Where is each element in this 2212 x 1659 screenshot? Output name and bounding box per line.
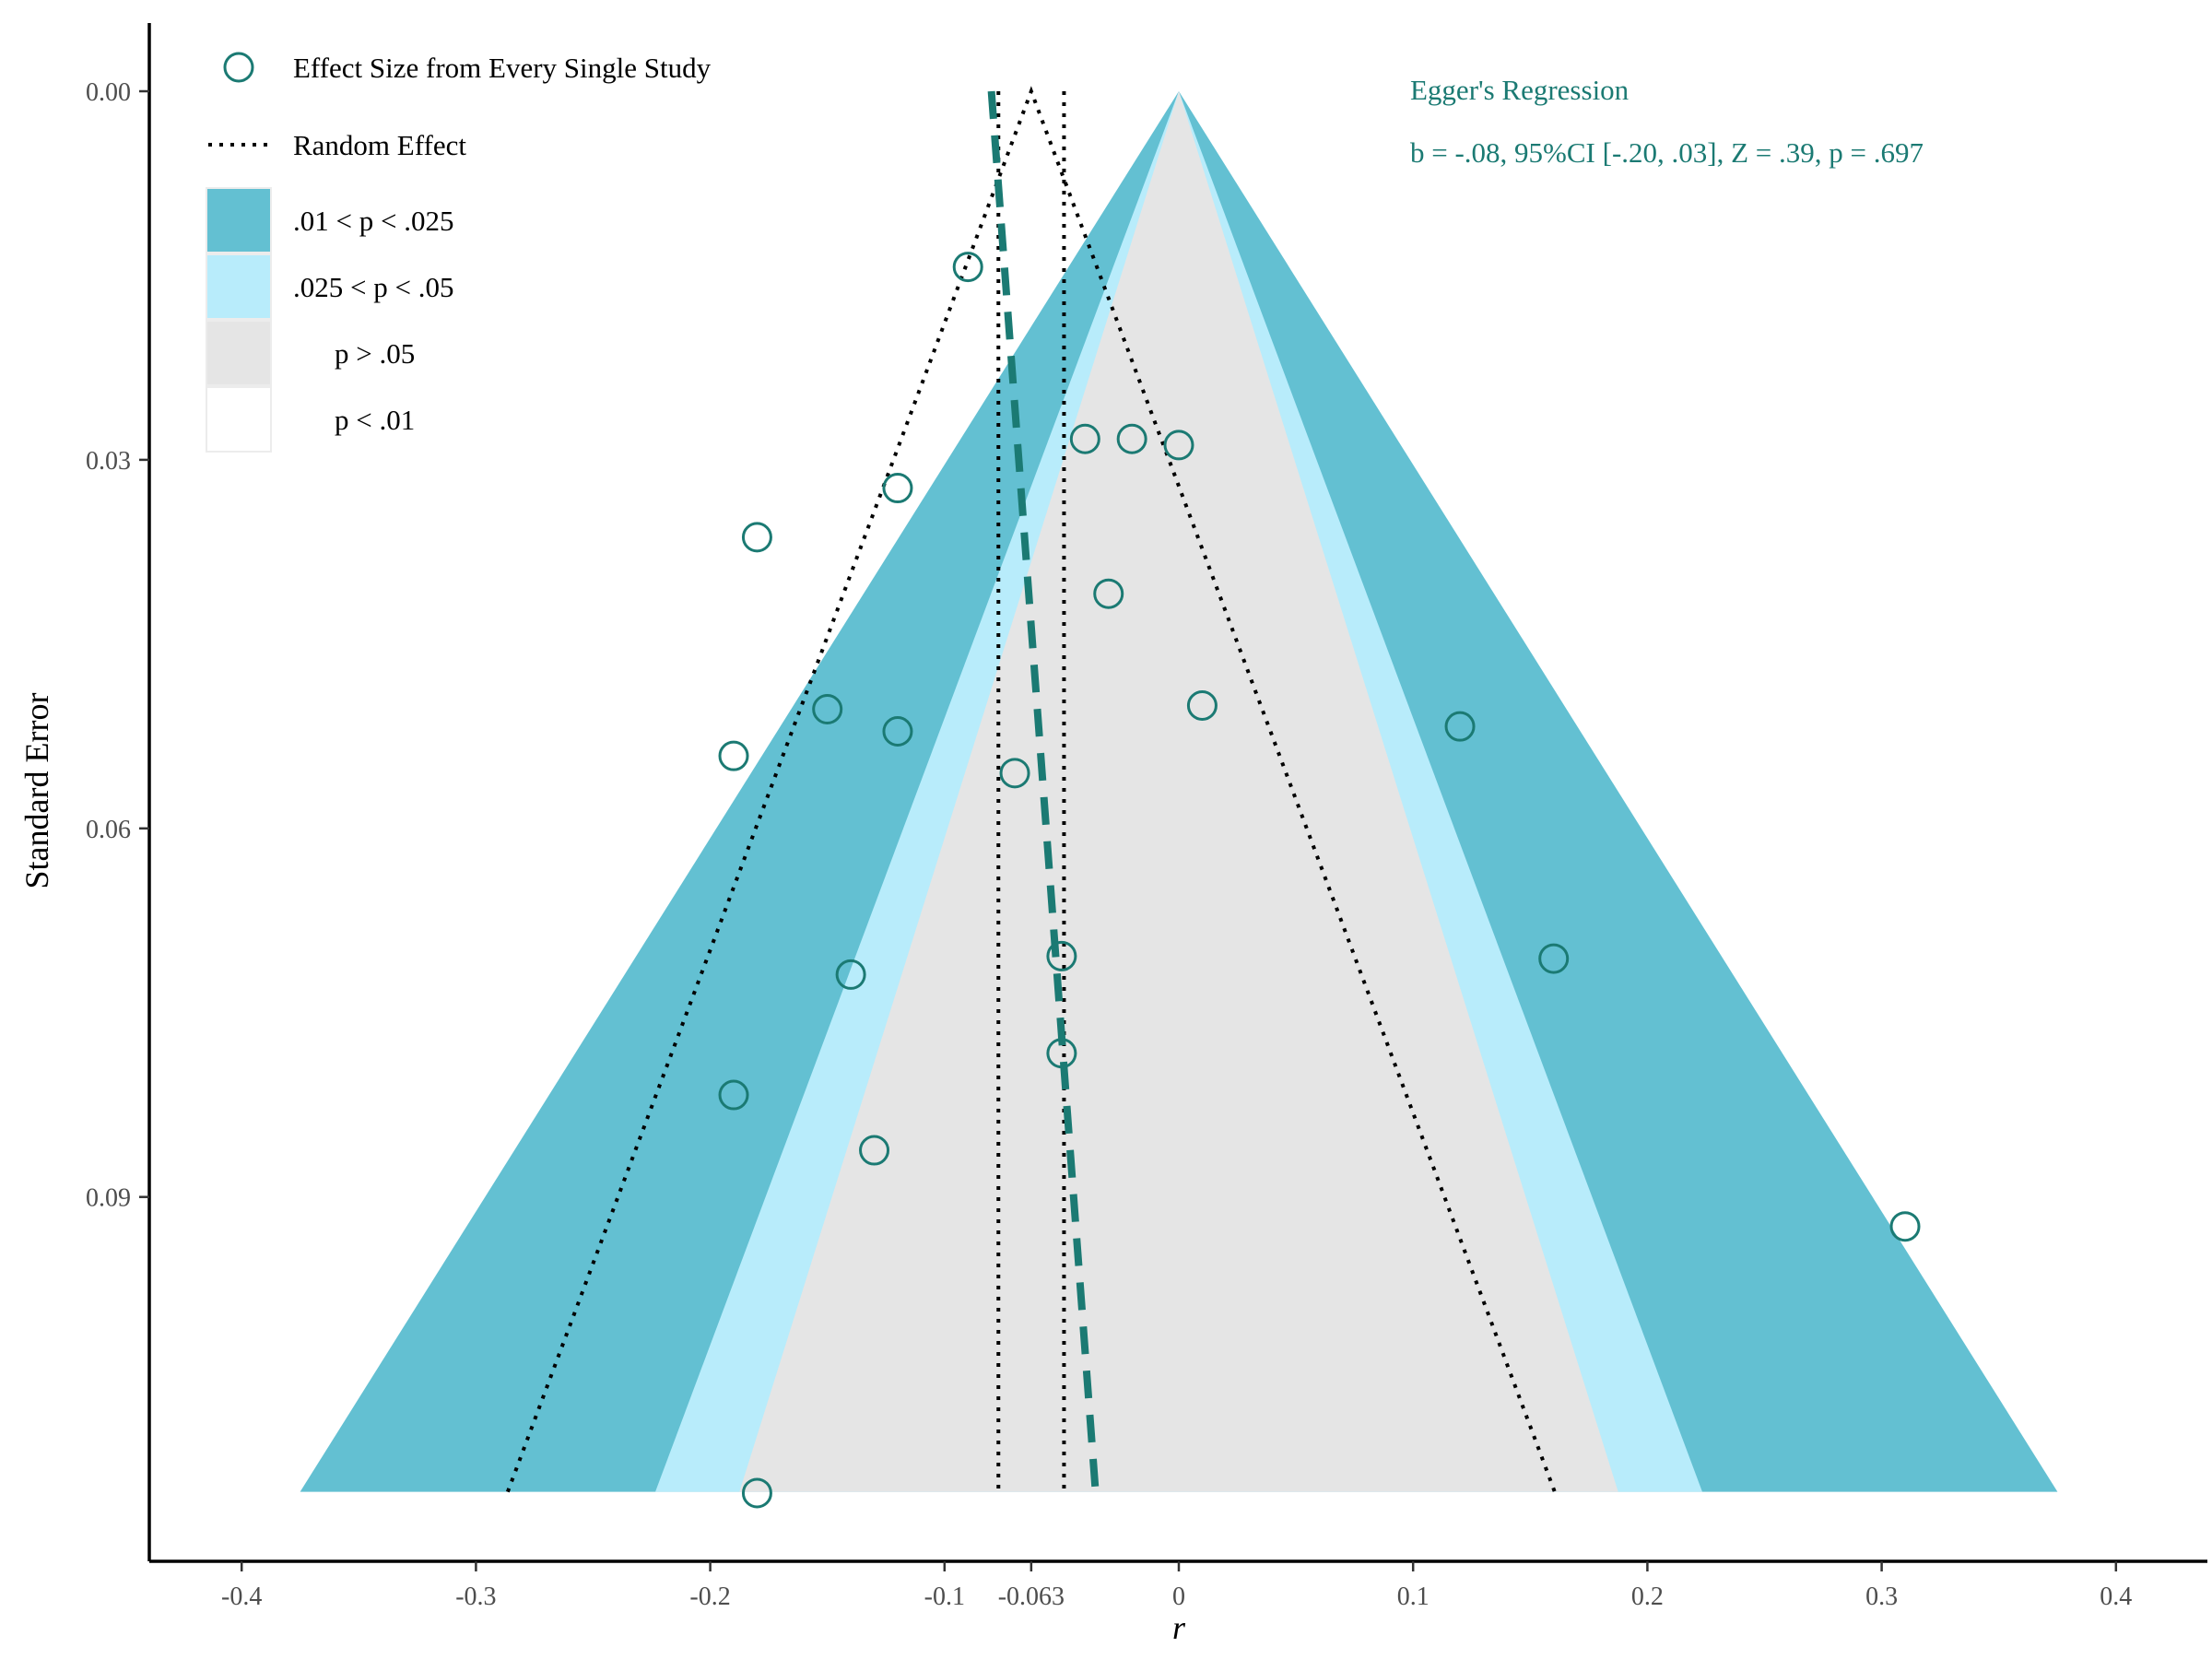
- legend-swatch-label-2: p > .05: [335, 337, 415, 370]
- study-point-17: [718, 1079, 749, 1111]
- legend-point-label: Effect Size from Every Single Study: [293, 52, 712, 84]
- y-tick-label-2: 0.06: [86, 816, 131, 844]
- x-tick-label-0: -0.4: [221, 1583, 262, 1611]
- legend-swatch-label-0: .01 < p < .025: [293, 205, 453, 237]
- y-tick-label-3: 0.09: [86, 1184, 131, 1213]
- study-point-20: [741, 1477, 772, 1509]
- y-tick-label-0: 0.00: [86, 78, 131, 107]
- study-point-9: [882, 715, 913, 747]
- study-point-5: [741, 522, 772, 553]
- study-point-12: [999, 758, 1030, 789]
- random-effect-funnel-line: [505, 86, 1557, 1493]
- axes: -0.4 -0.3 -0.2 -0.1 -0.063 0 0.1 0.2 0.3 0.4 0.00 0…: [86, 23, 2207, 1611]
- study-point-19: [1889, 1211, 1921, 1242]
- legend-point-symbol: [223, 52, 254, 83]
- study-point-15: [835, 959, 866, 990]
- legend-swatch-2: [206, 320, 272, 386]
- study-point-6: [1093, 578, 1124, 609]
- study-point-1: [1069, 423, 1100, 454]
- study-point-8: [1186, 690, 1218, 721]
- contour-region-2: [739, 91, 1618, 1492]
- egger-stats: b = -.08, 95%CI [-.20, .03], Z = .39, p …: [1410, 136, 1924, 169]
- egger-regression-line: [987, 90, 1100, 1492]
- legend-swatch-label-1: .025 < p < .05: [293, 271, 453, 303]
- study-point-7: [812, 693, 843, 724]
- x-tick-label-4: -0.063: [998, 1583, 1065, 1611]
- study-points: [718, 252, 1921, 1509]
- egger-line-group: [987, 90, 1100, 1492]
- legend-swatch-0: [206, 187, 272, 253]
- significance-contours: [300, 91, 2058, 1492]
- study-point-16: [1046, 1038, 1077, 1069]
- study-point-3: [1163, 429, 1194, 461]
- study-point-18: [859, 1135, 890, 1166]
- legend: Effect Size from Every Single Study Rando…: [206, 52, 712, 453]
- legend-line-label: Random Effect: [293, 129, 466, 161]
- egger-annotation: Egger's Regression b = -.08, 95%CI [-.20…: [1410, 74, 1924, 169]
- y-tick-label-1: 0.03: [86, 447, 131, 476]
- x-tick-label-3: -0.1: [924, 1583, 965, 1611]
- legend-swatch-1: [206, 253, 272, 320]
- y-axis-title: Standard Error: [18, 693, 55, 889]
- study-point-11: [718, 740, 749, 771]
- study-point-4: [882, 473, 913, 504]
- x-tick-label-5: 0: [1172, 1583, 1185, 1611]
- study-point-10: [1444, 711, 1476, 742]
- x-tick-label-7: 0.2: [1631, 1583, 1664, 1611]
- x-tick-label-6: 0.1: [1397, 1583, 1430, 1611]
- legend-swatch-label-3: p < .01: [335, 404, 415, 436]
- study-point-2: [1116, 423, 1147, 454]
- study-point-14: [1538, 943, 1570, 974]
- x-tick-label-1: -0.3: [455, 1583, 496, 1611]
- random-effect-lines: [505, 86, 1557, 1493]
- x-tick-label-9: 0.4: [2100, 1583, 2132, 1611]
- study-point-13: [1046, 940, 1077, 971]
- x-axis-title: r: [1172, 1609, 1186, 1646]
- x-tick-label-8: 0.3: [1865, 1583, 1898, 1611]
- study-point-0: [952, 252, 983, 283]
- x-tick-label-2: -0.2: [689, 1583, 730, 1611]
- legend-swatch-3: [206, 386, 272, 453]
- egger-title: Egger's Regression: [1410, 74, 1630, 106]
